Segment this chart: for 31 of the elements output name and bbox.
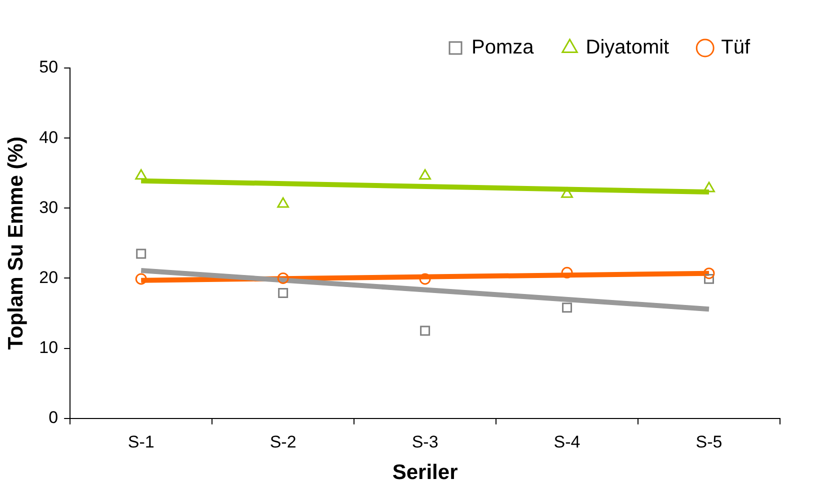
legend-label: Tüf: [721, 36, 750, 59]
point: [419, 169, 431, 180]
x-tick-label: S-2: [270, 432, 296, 452]
x-tick-label: S-5: [696, 432, 722, 452]
y-axis-title: Toplam Su Emme (%): [4, 136, 28, 350]
y-tick-label: 30: [39, 198, 58, 217]
point: [561, 266, 573, 278]
y-tick-label: 0: [48, 408, 58, 428]
x-tick-label: S-3: [412, 432, 438, 452]
y-tick-label: 20: [39, 268, 58, 287]
point: [277, 272, 289, 284]
point: [277, 197, 290, 208]
point: [135, 273, 147, 285]
point: [136, 248, 146, 259]
point: [561, 187, 573, 198]
point: [420, 326, 430, 336]
x-tick-label: S-1: [128, 432, 154, 452]
point: [419, 273, 431, 285]
point: [135, 169, 148, 180]
point: [278, 288, 288, 298]
y-tick-label: 50: [39, 58, 58, 77]
x-tick-label: S-4: [554, 432, 580, 452]
point: [703, 182, 715, 192]
point: [703, 268, 715, 280]
legend-label: Diyatomit: [586, 36, 670, 59]
legend-label: Pomza: [472, 36, 535, 59]
point: [704, 274, 714, 284]
y-tick-label: 40: [39, 128, 58, 147]
x-axis-title: Seriler: [392, 461, 458, 484]
y-tick-label: 10: [39, 338, 58, 358]
point: [562, 302, 572, 313]
